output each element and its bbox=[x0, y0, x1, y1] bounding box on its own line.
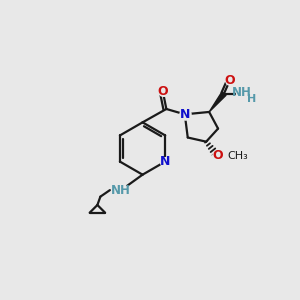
Text: O: O bbox=[212, 149, 223, 162]
Text: N: N bbox=[160, 155, 170, 168]
Text: N: N bbox=[180, 108, 190, 121]
Polygon shape bbox=[209, 92, 226, 112]
Text: H: H bbox=[247, 94, 256, 104]
Text: O: O bbox=[225, 74, 235, 87]
Text: NH: NH bbox=[232, 86, 252, 99]
Text: CH₃: CH₃ bbox=[227, 151, 248, 161]
Text: O: O bbox=[158, 85, 168, 98]
Text: NH: NH bbox=[111, 184, 131, 196]
